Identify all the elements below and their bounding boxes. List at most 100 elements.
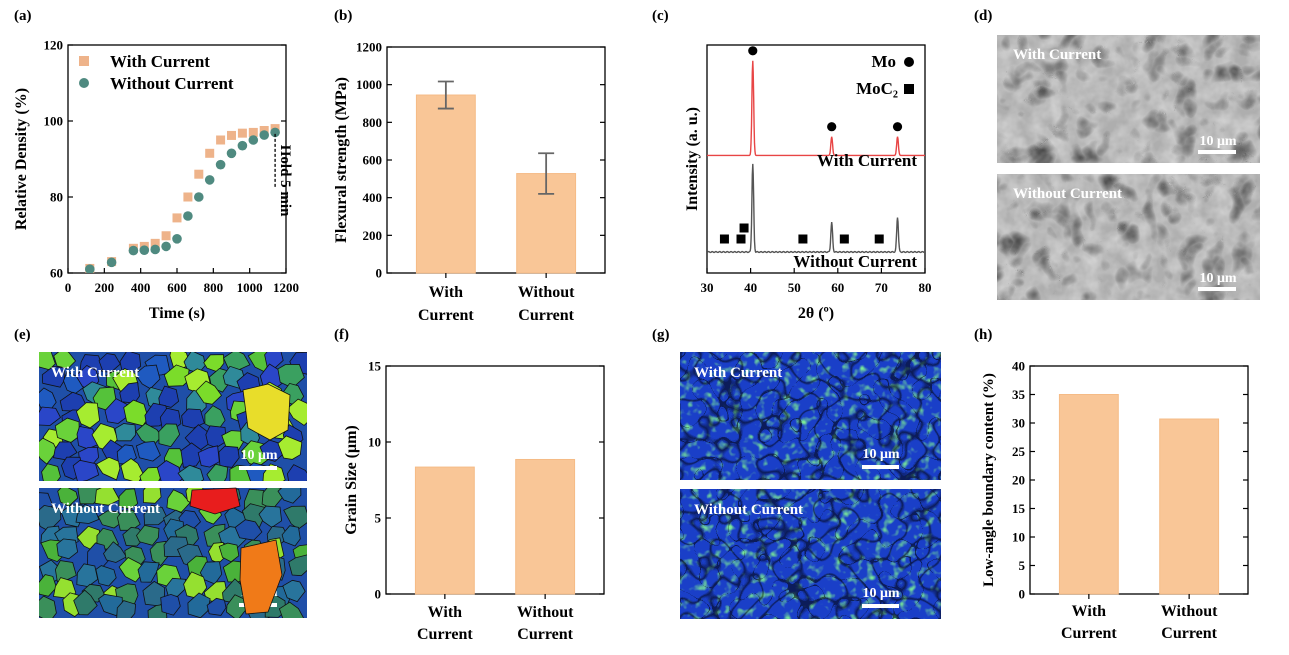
grain bbox=[137, 561, 160, 583]
grain-size-category-label: Without bbox=[517, 604, 574, 621]
lab-content-category-label: Current bbox=[1161, 625, 1217, 642]
without-current-point bbox=[150, 244, 160, 255]
grain bbox=[281, 525, 301, 547]
grain-size-category-label: With bbox=[428, 604, 462, 621]
without-current-point bbox=[194, 192, 204, 202]
grain bbox=[94, 488, 121, 506]
with-current-point bbox=[248, 127, 258, 137]
grain bbox=[41, 365, 65, 388]
lab-content-y-tick-label: 25 bbox=[1012, 444, 1026, 459]
grain bbox=[181, 408, 205, 429]
moc2-peak-marker bbox=[798, 234, 808, 244]
kam-without-current-scale-text: 10 μm bbox=[862, 586, 899, 601]
lab-content-y-tick-label: 35 bbox=[1012, 387, 1026, 402]
grain-size-frame bbox=[385, 365, 605, 595]
with-current-point bbox=[227, 130, 236, 140]
grain bbox=[136, 524, 160, 546]
sem-with-current-scale-text: 10 μm bbox=[1199, 134, 1236, 149]
xrd-y-axis-label: Intensity (a. u.) bbox=[684, 107, 701, 211]
panel-label-c: (c) bbox=[652, 8, 669, 24]
grain bbox=[114, 423, 137, 442]
grain bbox=[75, 402, 101, 429]
grain-orange bbox=[239, 539, 283, 615]
lab-content-bar bbox=[1159, 418, 1220, 595]
flexural-category-label: Current bbox=[418, 307, 474, 324]
density-y-tick-label: 120 bbox=[44, 38, 64, 53]
without-current-point bbox=[237, 140, 248, 151]
legend-with-marker bbox=[79, 56, 89, 66]
without-current-point bbox=[128, 245, 139, 256]
density-y-axis-label: Relative Density (%) bbox=[13, 88, 30, 230]
grain bbox=[180, 442, 203, 468]
kam-without-current-scale-bar bbox=[862, 604, 899, 608]
xrd-without-current-label: Without Current bbox=[793, 252, 917, 271]
legend-with-label: With Current bbox=[110, 52, 210, 71]
flexural-bar bbox=[415, 94, 476, 274]
grain bbox=[120, 458, 144, 481]
legend-without-marker bbox=[79, 78, 89, 88]
grain bbox=[278, 601, 305, 618]
grain-size-y-axis-label: Grain Size (μm) bbox=[343, 425, 360, 535]
kam-with-current-scale-text: 10 μm bbox=[862, 447, 899, 462]
lab-content-category-label: Without bbox=[1161, 603, 1218, 620]
xrd-with-current-label: With Current bbox=[817, 151, 917, 170]
moc2-peak-marker bbox=[874, 234, 884, 244]
moc2-peak-marker bbox=[739, 223, 749, 233]
moc2-peak-marker bbox=[719, 234, 729, 244]
sem-without-current-label: Without Current bbox=[1013, 186, 1122, 202]
lab-content-y-tick-label: 5 bbox=[1019, 558, 1026, 573]
grain bbox=[187, 592, 211, 618]
lab-content-y-tick-label: 15 bbox=[1012, 501, 1026, 516]
moc2-peak-marker bbox=[839, 234, 849, 244]
flexural-y-tick-label: 800 bbox=[363, 115, 383, 130]
without-current-point bbox=[161, 241, 171, 252]
xrd-x-tick-label: 40 bbox=[744, 280, 757, 295]
kam-without-current: Without Current 10 μm bbox=[680, 489, 941, 619]
grain bbox=[41, 463, 61, 481]
grain bbox=[116, 600, 137, 618]
grain bbox=[218, 445, 240, 468]
with-current-point bbox=[237, 128, 247, 138]
grain bbox=[142, 488, 162, 504]
panel-label-e: (e) bbox=[14, 327, 31, 343]
density-x-tick-label: 200 bbox=[95, 280, 115, 295]
xrd-x-tick-label: 60 bbox=[831, 280, 844, 295]
density-x-tick-label: 1000 bbox=[237, 280, 263, 295]
lab-content-y-tick-label: 20 bbox=[1012, 473, 1025, 488]
without-current-point bbox=[248, 135, 259, 145]
grain bbox=[158, 385, 180, 408]
grain bbox=[39, 595, 57, 618]
without-current-point bbox=[85, 264, 95, 273]
grain bbox=[166, 489, 191, 513]
lab-content-y-axis-label: Low-angle boundary content (%) bbox=[981, 373, 997, 587]
xrd-x-axis-label: 2θ (º) bbox=[798, 305, 834, 322]
without-current-point bbox=[204, 175, 215, 185]
panel-label-g: (g) bbox=[652, 327, 670, 343]
grain bbox=[95, 456, 121, 481]
flexural-y-tick-label: 0 bbox=[376, 266, 383, 281]
legend-moc2-marker bbox=[904, 84, 914, 94]
grain bbox=[163, 364, 190, 387]
flexural-y-tick-label: 600 bbox=[363, 153, 383, 168]
xrd-x-tick-label: 70 bbox=[875, 280, 888, 295]
xrd-x-tick-label: 30 bbox=[701, 280, 714, 295]
xrd-lines bbox=[707, 60, 925, 254]
density-x-tick-label: 800 bbox=[204, 280, 224, 295]
grain bbox=[177, 464, 205, 481]
density-x-tick-label: 0 bbox=[65, 280, 72, 295]
mo-peak-marker bbox=[748, 46, 758, 56]
xrd-plot-frame bbox=[706, 44, 926, 274]
without-current-point bbox=[139, 245, 150, 255]
density-points bbox=[85, 124, 280, 273]
lab-content-y-tick-label: 30 bbox=[1012, 416, 1025, 431]
grain bbox=[97, 510, 124, 529]
grain bbox=[206, 463, 229, 481]
grain bbox=[282, 579, 306, 603]
grain bbox=[288, 554, 307, 577]
grain bbox=[75, 503, 100, 524]
flexural-category-label: Without bbox=[518, 284, 575, 301]
flexural-category-label: With bbox=[429, 284, 463, 301]
grain bbox=[95, 565, 117, 587]
